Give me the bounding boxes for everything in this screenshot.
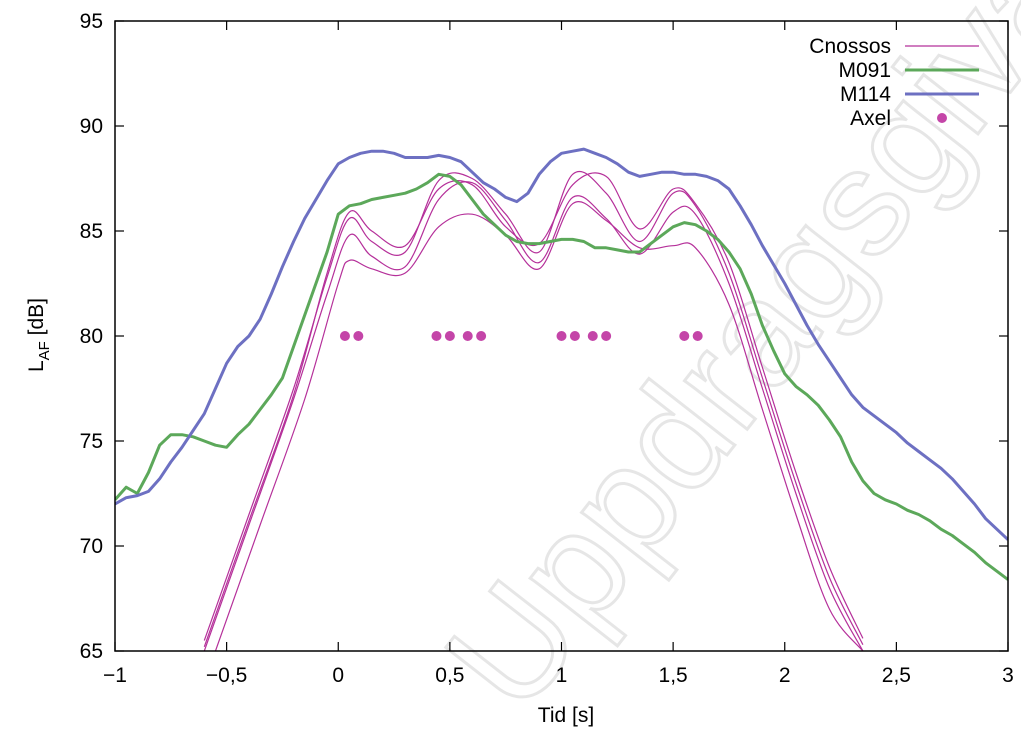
plot-points: [339, 331, 703, 341]
series-axel-point: [601, 331, 612, 341]
y-tick-label: 80: [80, 325, 103, 348]
series-axel-point: [462, 331, 473, 341]
x-axis-ticks: −1 −0,5 0 0,5 1 1,5 2 2,5 3: [103, 21, 1014, 687]
x-axis-label: Tid [s]: [538, 704, 594, 727]
x-tick-label: 3: [1002, 664, 1014, 687]
series-axel-point: [353, 331, 364, 341]
legend-label-m091: M091: [838, 59, 891, 82]
series-cnossos-line: [214, 201, 864, 651]
y-tick-label: 75: [80, 430, 103, 453]
y-axis-label-main: L: [25, 360, 48, 372]
y-axis-label-sub: AF: [36, 341, 53, 360]
series-axel-point: [692, 331, 703, 341]
x-tick-label: −1: [103, 664, 127, 687]
series-m091-line: [115, 172, 1008, 581]
x-tick-label: 2,5: [882, 664, 911, 687]
y-tick-label: 95: [80, 10, 103, 33]
series-cnossos-line: [203, 170, 864, 645]
y-tick-label: 85: [80, 220, 103, 243]
x-tick-label: 0: [332, 664, 344, 687]
series-axel-point: [679, 331, 690, 341]
series-axel-point: [339, 331, 350, 341]
x-tick-label: 0,5: [435, 664, 464, 687]
x-tick-label: 1: [556, 664, 568, 687]
y-tick-label: 65: [80, 640, 103, 663]
y-tick-label: 90: [80, 115, 103, 138]
y-axis-ticks: 65 70 75 80 85 90 95: [80, 10, 1008, 663]
x-tick-label: −0,5: [206, 664, 247, 687]
y-tick-label: 70: [80, 535, 103, 558]
series-axel-point: [587, 331, 598, 341]
watermark-text: Uppdragsgivarens licensierade: [413, 0, 1021, 731]
legend-swatch-axel: [937, 113, 947, 123]
series-axel-point: [569, 331, 580, 341]
series-axel-point: [476, 331, 487, 341]
series-cnossos-line: [203, 181, 864, 651]
series-axel-point: [431, 331, 442, 341]
legend-label-m114: M114: [840, 83, 891, 106]
y-axis-label: LAF [dB]: [25, 298, 53, 372]
plot-lines: [115, 147, 1008, 651]
legend-label-cnossos: Cnossos: [809, 35, 891, 58]
series-axel-point: [444, 331, 455, 341]
legend-label-axel: Axel: [850, 107, 891, 130]
series-m114-line: [115, 147, 1008, 541]
x-tick-label: 1,5: [659, 664, 688, 687]
y-axis-label-unit: [dB]: [25, 298, 48, 341]
x-tick-label: 2: [779, 664, 791, 687]
series-axel-point: [556, 331, 567, 341]
